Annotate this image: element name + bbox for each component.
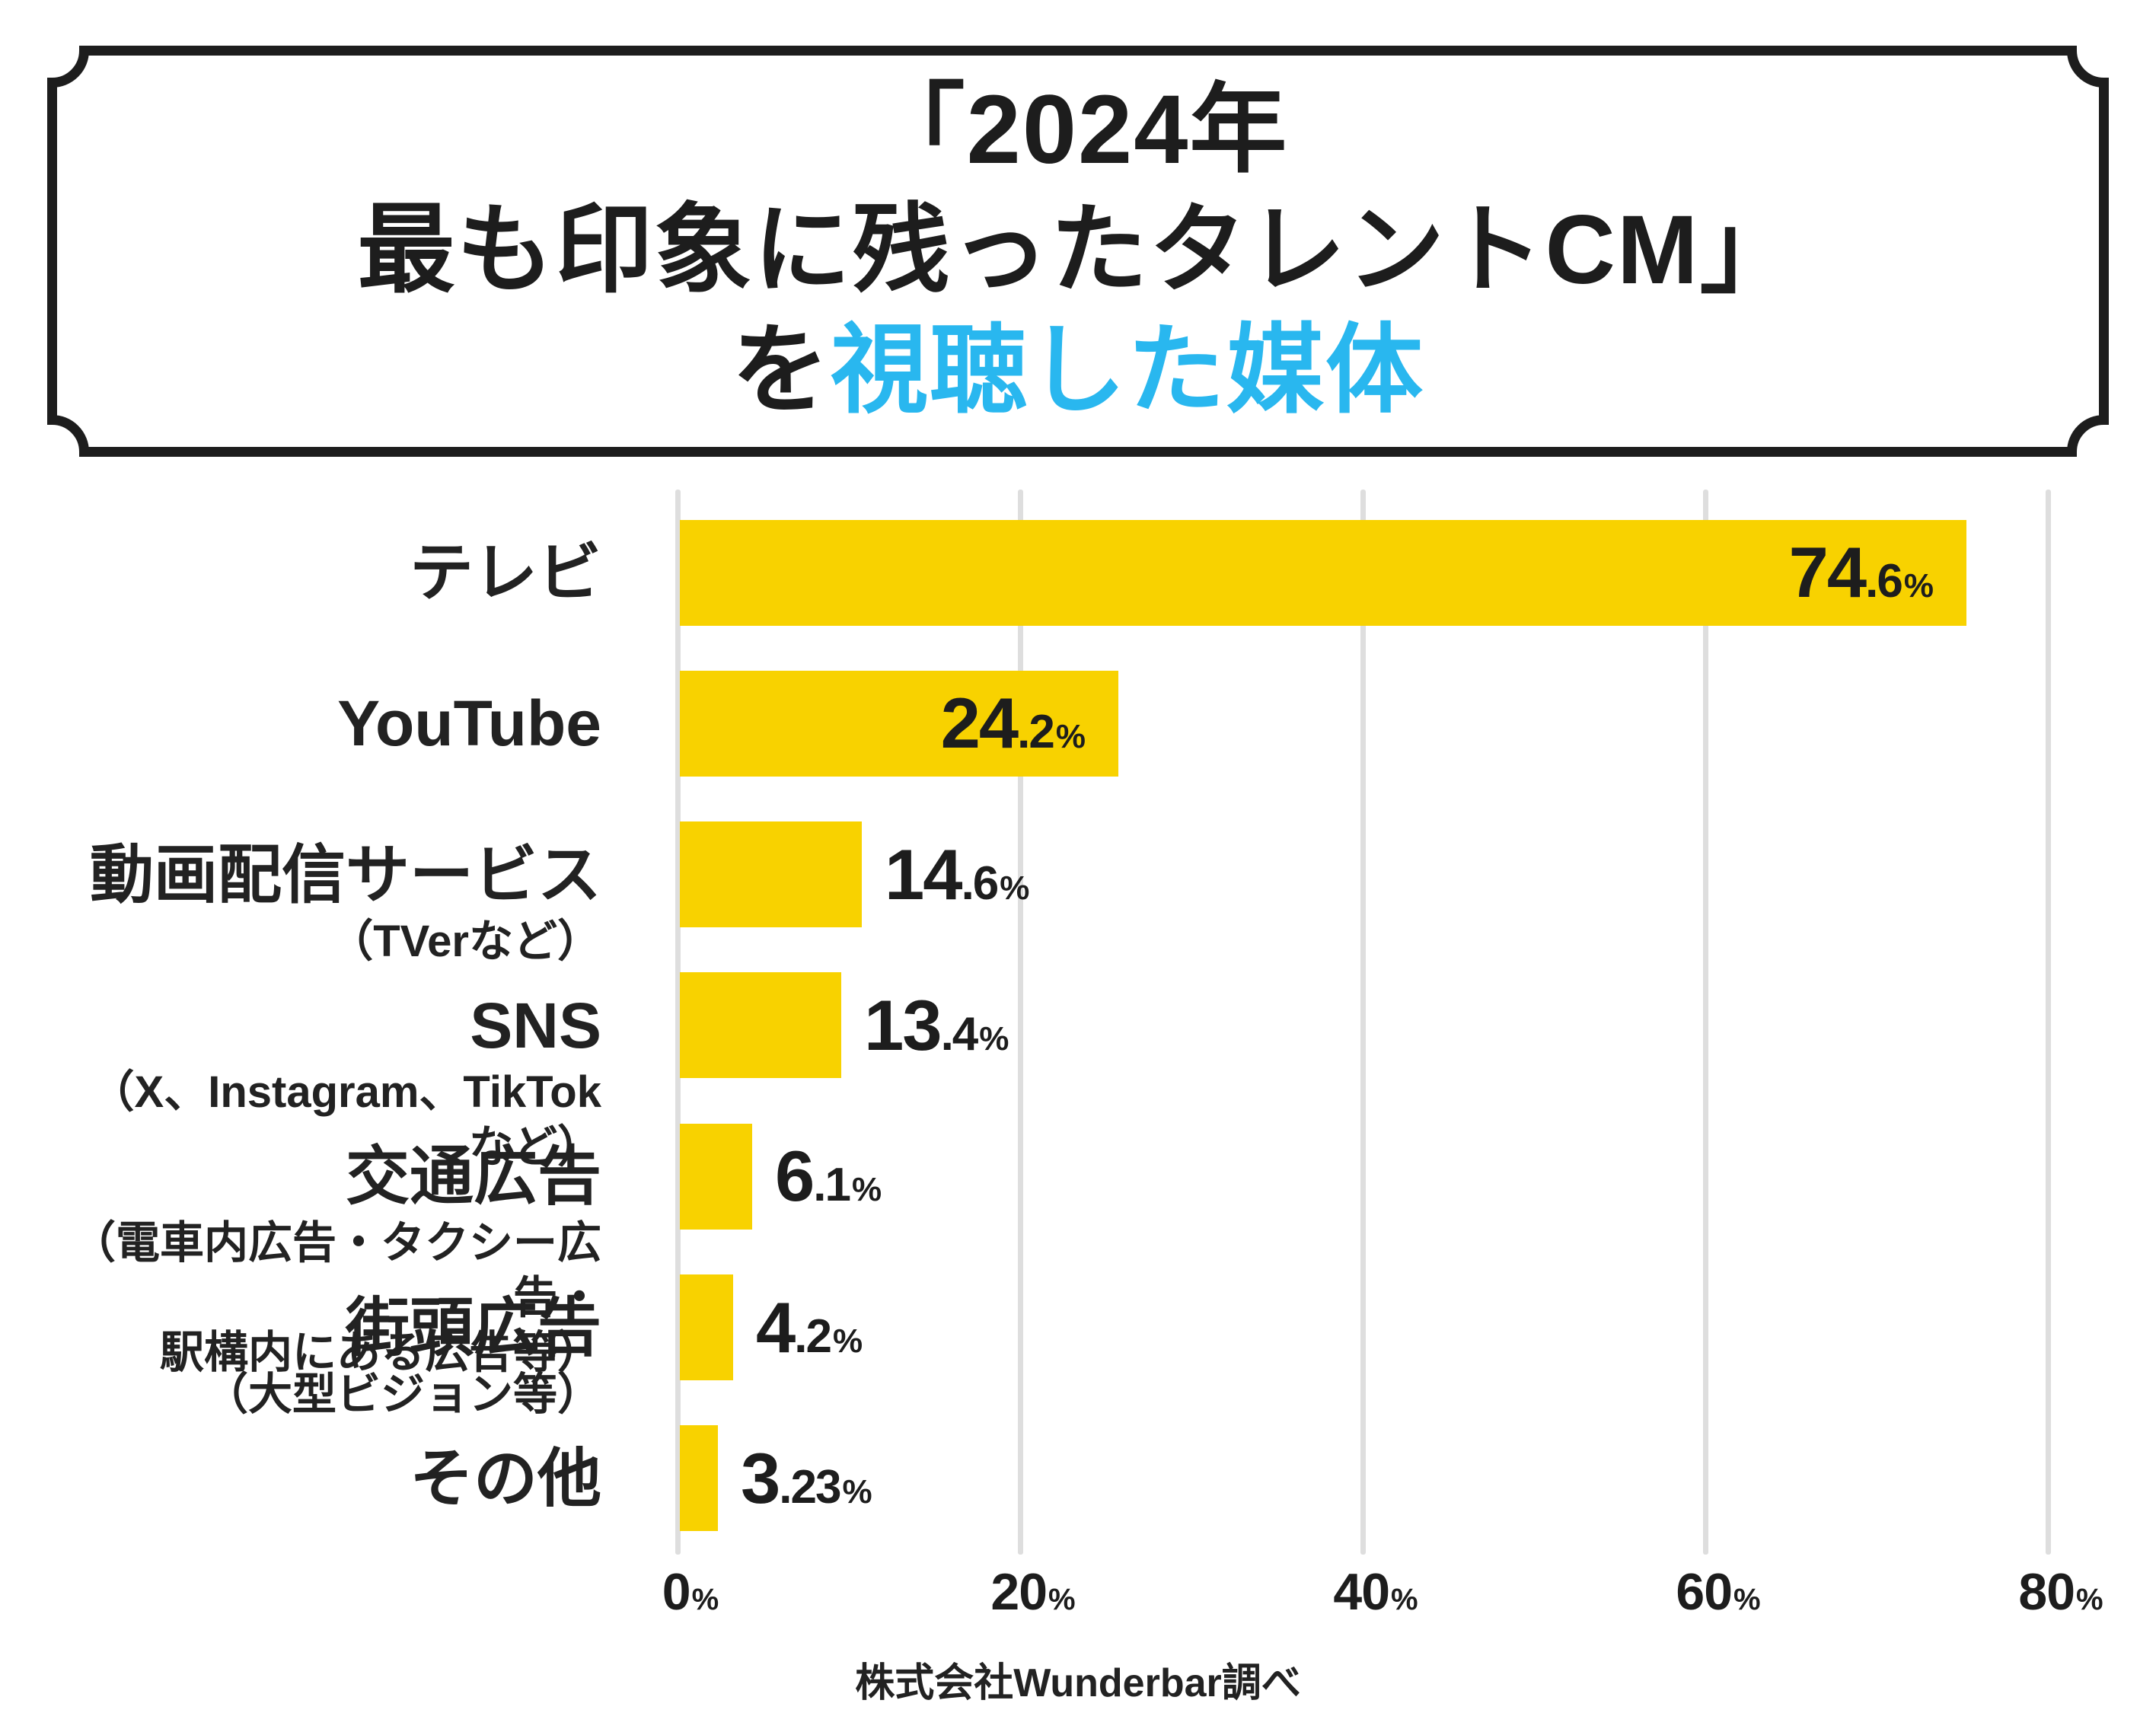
x-tick-percent: % [691, 1583, 719, 1616]
x-tick-percent: % [1733, 1583, 1761, 1616]
title-line-3-prefix: を [731, 316, 831, 425]
bar [680, 821, 862, 928]
category-sublabel: （電車内広告・タクシー広告・ [71, 1218, 601, 1323]
category-label: YouTube [53, 684, 601, 763]
x-tick-percent: % [2076, 1583, 2103, 1616]
value-label-text: 6.1% [775, 1136, 882, 1217]
category-label-text: 交通広告 [345, 1140, 601, 1213]
category-label: その他 [53, 1439, 601, 1518]
category-label-text: SNS [470, 989, 601, 1061]
x-tick-number: 60 [1676, 1563, 1733, 1621]
title-line-2: 最も印象に残ったタレントCM」 [357, 196, 1799, 305]
value-label-text: 3.23% [741, 1437, 872, 1518]
title-line-3-highlight: 視聴した媒体 [831, 316, 1425, 425]
x-axis-tick: 40% [1333, 1562, 1418, 1622]
bar [680, 670, 1118, 777]
gridline [1360, 490, 1366, 1555]
category-sublabel: （TVerなど） [329, 916, 601, 966]
category-sublabel: （X、Instagram、TikTokなど） [90, 1067, 601, 1172]
x-tick-number: 40 [1333, 1563, 1390, 1621]
bar [680, 519, 1966, 626]
value-label: 6.1% [775, 1124, 882, 1230]
title-line-3: を視聴した媒体 [0, 311, 2156, 431]
category-sublabel: 駅構内にある広告等） [159, 1328, 601, 1378]
category-label: SNS （X、Instagram、TikTokなど） [53, 986, 601, 1175]
category-label-text: 街頭広告 [345, 1291, 601, 1364]
x-tick-number: 20 [990, 1563, 1048, 1621]
x-axis-tick: 60% [1676, 1562, 1760, 1622]
value-label: 74.6% [680, 520, 1934, 626]
x-axis-tick: 80% [2018, 1562, 2103, 1622]
frame-path [47, 46, 2109, 457]
value-label: 3.23% [741, 1425, 872, 1531]
category-label-text: テレビ [409, 537, 601, 608]
category-label: テレビ [53, 533, 601, 612]
gridline [675, 490, 681, 1555]
chart-title: 「2024年 最も印象に残ったタレントCM」 を視聴した媒体 [0, 70, 2156, 431]
value-label: 13.4% [864, 972, 1009, 1078]
x-tick-number: 80 [2018, 1563, 2075, 1621]
gridline [1702, 490, 1708, 1555]
value-label-text: 14.6% [885, 834, 1029, 914]
category-label: 街頭広告 （大型ビジョン等） [53, 1288, 601, 1422]
title-line-1: 「2024年 [867, 75, 1289, 184]
category-label-text: その他 [409, 1442, 601, 1514]
value-label: 14.6% [885, 821, 1029, 927]
value-label: 24.2% [680, 671, 1086, 777]
category-label-text: 動画配信サービス [89, 838, 601, 911]
value-label-text: 13.4% [864, 984, 1009, 1065]
x-tick-number: 0 [662, 1563, 691, 1621]
gridline [2045, 490, 2051, 1555]
value-label: 4.2% [756, 1274, 863, 1380]
gridline [1017, 490, 1023, 1555]
category-label-text: YouTube [337, 687, 601, 760]
category-label: 交通広告 （電車内広告・タクシー広告・ 駅構内にある広告等） [53, 1137, 601, 1380]
category-label: 動画配信サービス （TVerなど） [53, 835, 601, 969]
bar [680, 972, 841, 1079]
value-label-text: 74.6% [1788, 532, 1934, 612]
x-axis-tick: 20% [990, 1562, 1075, 1622]
x-axis-tick: 0% [662, 1562, 719, 1622]
source-note: 株式会社Wunderbar調べ [855, 1661, 1301, 1705]
bar [680, 1123, 752, 1230]
value-label-text: 4.2% [756, 1287, 863, 1367]
bar [680, 1425, 718, 1532]
bar [680, 1274, 733, 1380]
value-label-text: 24.2% [940, 683, 1086, 764]
x-tick-percent: % [1048, 1583, 1076, 1616]
x-tick-percent: % [1391, 1583, 1418, 1616]
category-sublabel: （大型ビジョン等） [203, 1369, 601, 1419]
